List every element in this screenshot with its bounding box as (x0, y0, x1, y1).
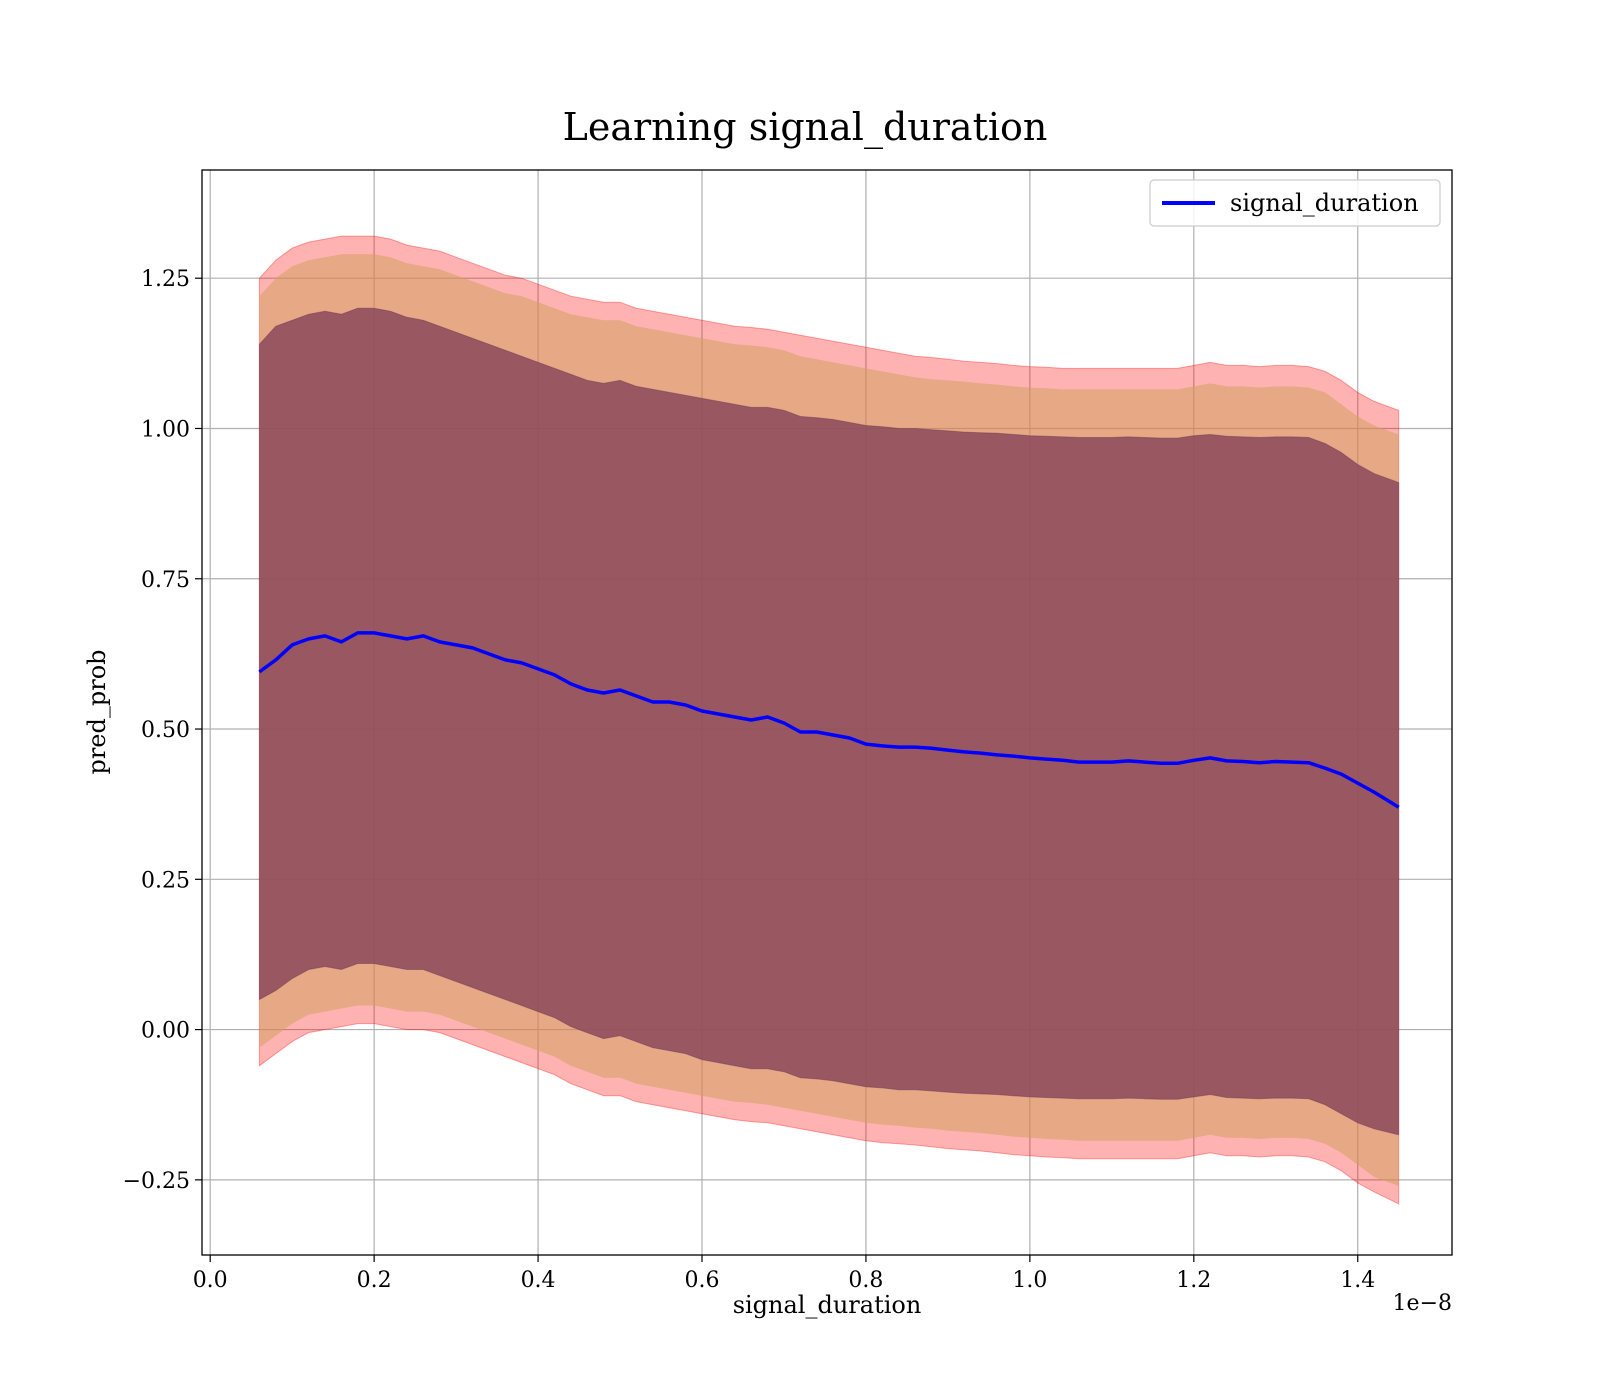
y-tick-label: 0.25 (141, 868, 190, 893)
y-tick-label: −0.25 (123, 1169, 190, 1194)
x-tick-label: 0.4 (521, 1268, 556, 1293)
confidence-bands (258, 235, 1400, 1205)
chart-title: Learning signal_duration (563, 105, 1048, 150)
y-axis-label: pred_prob (83, 649, 111, 774)
y-tick-label: 0.50 (141, 718, 190, 743)
x-tick-label: 0.0 (193, 1268, 228, 1293)
legend-box (1149, 179, 1441, 227)
x-tick-label: 0.6 (685, 1268, 720, 1293)
series-lines (258, 631, 1400, 809)
axis-ticks: 0.0 0.2 0.4 0.6 0.8 1.0 1.2 1.4 −0.25 0.00 0.25 0.5… (123, 267, 1376, 1293)
y-tick-label: 1.00 (141, 417, 190, 442)
x-axis-label: signal_duration (733, 1291, 922, 1319)
legend-entry: signal_duration (1230, 189, 1419, 217)
x-tick-label: 1.4 (1340, 1268, 1375, 1293)
y-tick-label: 0.00 (141, 1019, 190, 1044)
x-tick-label: 1.2 (1176, 1268, 1211, 1293)
x-axis-offset-label: 1e−8 (1393, 1291, 1452, 1316)
x-tick-label: 0.2 (357, 1268, 392, 1293)
inner-band (258, 307, 1400, 1136)
plot-frame (201, 169, 1453, 1256)
x-tick-label: 1.0 (1012, 1268, 1047, 1293)
series-line-signal-duration (258, 631, 1400, 809)
x-tick-label: 0.8 (848, 1268, 883, 1293)
y-tick-label: 0.75 (141, 568, 190, 593)
y-tick-label: 1.25 (141, 267, 190, 292)
legend: signal_duration (1149, 179, 1441, 227)
